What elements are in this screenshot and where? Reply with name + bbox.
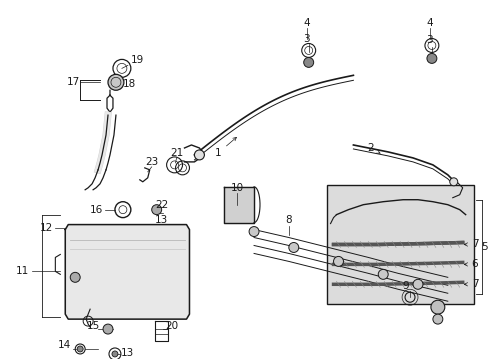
Text: 21: 21 — [170, 148, 183, 158]
Text: 5: 5 — [480, 243, 487, 252]
Text: 13: 13 — [155, 215, 168, 225]
Text: 23: 23 — [145, 157, 158, 167]
Text: 4: 4 — [426, 18, 432, 28]
Text: 15: 15 — [86, 321, 100, 331]
Text: 4: 4 — [303, 18, 309, 28]
Circle shape — [112, 351, 118, 357]
Text: 7: 7 — [463, 279, 477, 289]
Bar — [326, 185, 473, 304]
Text: 9: 9 — [402, 281, 408, 291]
Text: 6: 6 — [463, 260, 477, 269]
Text: 22: 22 — [155, 200, 168, 210]
Text: 2: 2 — [366, 143, 379, 153]
Polygon shape — [65, 225, 189, 319]
Text: 18: 18 — [123, 79, 136, 89]
Text: 19: 19 — [131, 55, 144, 66]
Text: 12: 12 — [40, 222, 53, 233]
Circle shape — [378, 269, 387, 279]
Circle shape — [103, 324, 113, 334]
Text: 3: 3 — [303, 33, 309, 44]
Text: 11: 11 — [16, 266, 29, 276]
Circle shape — [70, 273, 80, 282]
Circle shape — [77, 346, 83, 352]
Circle shape — [426, 53, 436, 63]
Circle shape — [333, 256, 343, 266]
Circle shape — [248, 226, 259, 237]
Text: 1: 1 — [215, 138, 236, 158]
Text: 7: 7 — [463, 239, 477, 249]
Circle shape — [108, 74, 123, 90]
Circle shape — [288, 243, 298, 252]
Text: 8: 8 — [285, 215, 291, 225]
Text: 3: 3 — [426, 36, 432, 45]
Circle shape — [412, 279, 422, 289]
Circle shape — [432, 314, 442, 324]
Text: 14: 14 — [58, 340, 71, 350]
Polygon shape — [224, 187, 254, 222]
Text: 13: 13 — [121, 348, 134, 358]
Text: 20: 20 — [164, 321, 178, 331]
Circle shape — [151, 205, 162, 215]
Text: 16: 16 — [89, 205, 102, 215]
Circle shape — [303, 57, 313, 67]
Text: 10: 10 — [230, 183, 243, 193]
Circle shape — [430, 300, 444, 314]
Circle shape — [194, 150, 204, 160]
Text: 17: 17 — [66, 77, 80, 87]
Circle shape — [449, 178, 457, 186]
